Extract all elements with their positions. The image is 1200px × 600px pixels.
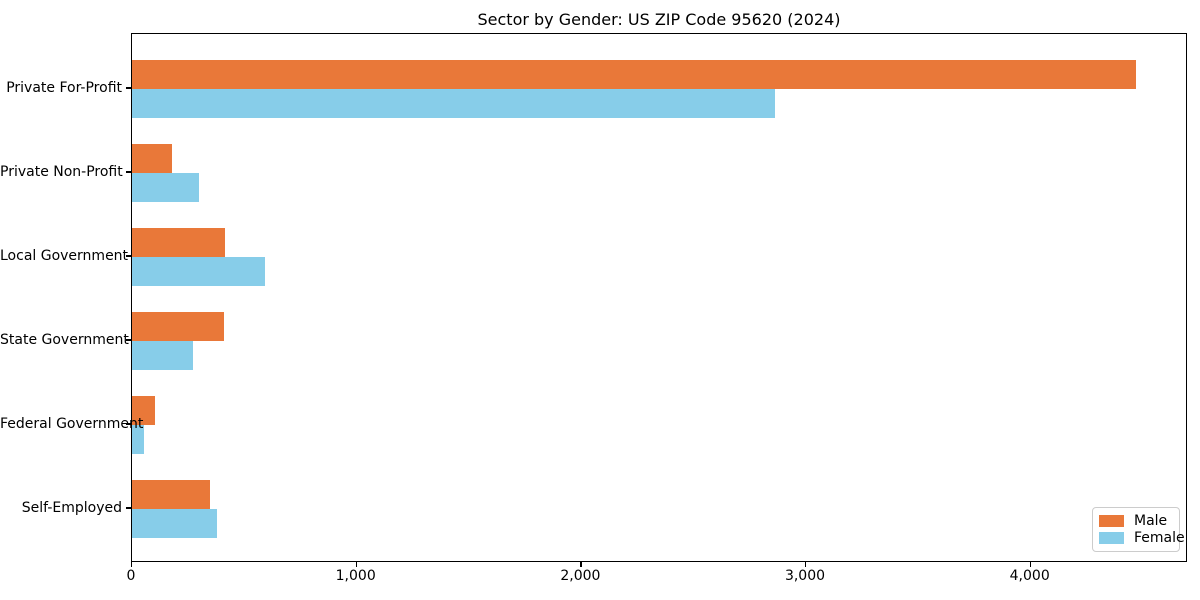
ytick-mark [126,87,131,89]
bar-female-4 [132,425,145,454]
bar-male-2 [132,228,226,257]
bar-female-2 [132,257,265,286]
xtick-label: 0 [126,568,136,584]
legend-item-male: Male [1099,514,1173,528]
legend-item-female: Female [1099,531,1185,545]
ytick-label: Federal Government [0,416,144,432]
bar-female-5 [132,509,218,538]
bar-male-4 [132,396,155,425]
ytick-mark [126,339,131,341]
ytick-label: State Government [0,332,129,348]
ytick-label: Self-Employed [21,500,122,516]
xtick-mark [580,562,582,567]
ytick-mark [126,171,131,173]
ytick-mark [126,255,131,257]
ytick-label: Private For-Profit [6,80,122,96]
plot-area: Male Female [131,33,1187,562]
bar-male-3 [132,312,225,341]
ytick-label: Local Government [0,248,129,264]
bar-male-5 [132,480,210,509]
chart-title: Sector by Gender: US ZIP Code 95620 (202… [477,10,841,29]
bar-female-0 [132,89,775,118]
bar-male-1 [132,144,173,173]
xtick-mark [805,562,807,567]
male-swatch-icon [1099,514,1124,527]
legend-label-female: Female [1134,530,1185,547]
legend-label-male: Male [1134,512,1168,529]
xtick-label: 4,000 [1009,568,1050,584]
bar-female-1 [132,173,200,202]
bar-female-3 [132,341,193,370]
xtick-mark [355,562,357,567]
xtick-label: 2,000 [560,568,601,584]
legend: Male Female [1092,507,1185,552]
xtick-label: 3,000 [784,568,826,584]
female-swatch-icon [1099,532,1124,545]
bar-male-0 [132,60,1137,89]
ytick-label: Private Non-Profit [0,164,123,180]
xtick-mark [1029,562,1031,567]
xtick-label: 1,000 [335,568,376,584]
xtick-mark [131,562,133,567]
ytick-mark [126,507,131,509]
ytick-mark [126,423,131,425]
